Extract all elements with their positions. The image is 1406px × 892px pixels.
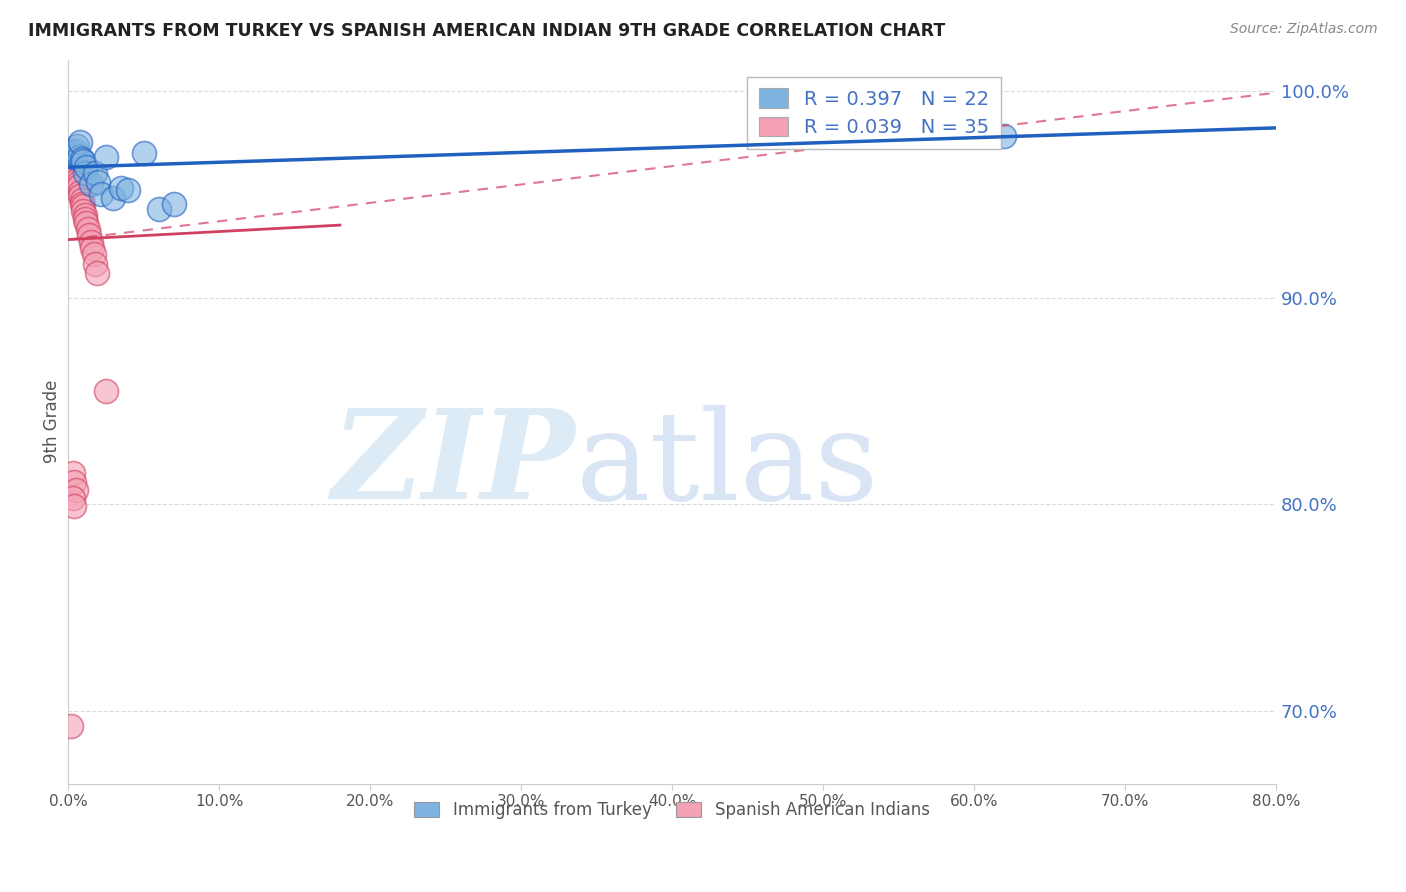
Point	[84, 257, 107, 271]
Point	[69, 185, 91, 199]
Point	[72, 153, 94, 168]
Point	[69, 189, 91, 203]
Point	[67, 175, 90, 189]
Y-axis label: 9th Grade: 9th Grade	[44, 380, 60, 463]
Point	[63, 145, 86, 160]
Point	[75, 216, 97, 230]
Point	[77, 228, 100, 243]
Point	[63, 160, 86, 174]
Text: IMMIGRANTS FROM TURKEY VS SPANISH AMERICAN INDIAN 9TH GRADE CORRELATION CHART: IMMIGRANTS FROM TURKEY VS SPANISH AMERIC…	[28, 22, 945, 40]
Point	[132, 145, 155, 160]
Point	[62, 150, 84, 164]
Point	[62, 467, 84, 481]
Text: ZIP: ZIP	[332, 404, 575, 526]
Point	[60, 144, 83, 158]
Point	[73, 211, 96, 226]
Point	[73, 208, 96, 222]
Point	[70, 152, 93, 166]
Legend: Immigrants from Turkey, Spanish American Indians: Immigrants from Turkey, Spanish American…	[408, 795, 936, 826]
Point	[87, 175, 110, 189]
Point	[80, 235, 103, 249]
Text: atlas: atlas	[575, 405, 879, 525]
Point	[76, 222, 98, 236]
Point	[62, 150, 84, 164]
Point	[62, 153, 84, 168]
Point	[67, 178, 90, 193]
Point	[72, 203, 94, 218]
Point	[163, 197, 186, 211]
Point	[94, 384, 117, 398]
Point	[66, 139, 89, 153]
Point	[117, 183, 139, 197]
Point	[75, 160, 97, 174]
Point	[82, 241, 104, 255]
Point	[69, 136, 91, 150]
Point	[65, 166, 87, 180]
Point	[65, 483, 87, 497]
Point	[72, 199, 94, 213]
Point	[70, 197, 93, 211]
Point	[94, 150, 117, 164]
Point	[110, 181, 132, 195]
Point	[65, 162, 87, 177]
Point	[65, 144, 87, 158]
Point	[993, 129, 1015, 144]
Point	[67, 150, 90, 164]
Point	[73, 166, 96, 180]
Point	[62, 491, 84, 506]
Point	[90, 187, 112, 202]
Point	[148, 202, 170, 216]
Point	[103, 191, 125, 205]
Point	[84, 166, 107, 180]
Point	[63, 475, 86, 489]
Point	[70, 194, 93, 208]
Point	[63, 156, 86, 170]
Text: Source: ZipAtlas.com: Source: ZipAtlas.com	[1230, 22, 1378, 37]
Point	[86, 266, 108, 280]
Point	[60, 719, 83, 733]
Point	[83, 247, 105, 261]
Point	[80, 177, 103, 191]
Point	[60, 148, 83, 162]
Point	[66, 172, 89, 186]
Point	[66, 169, 89, 183]
Point	[63, 500, 86, 514]
